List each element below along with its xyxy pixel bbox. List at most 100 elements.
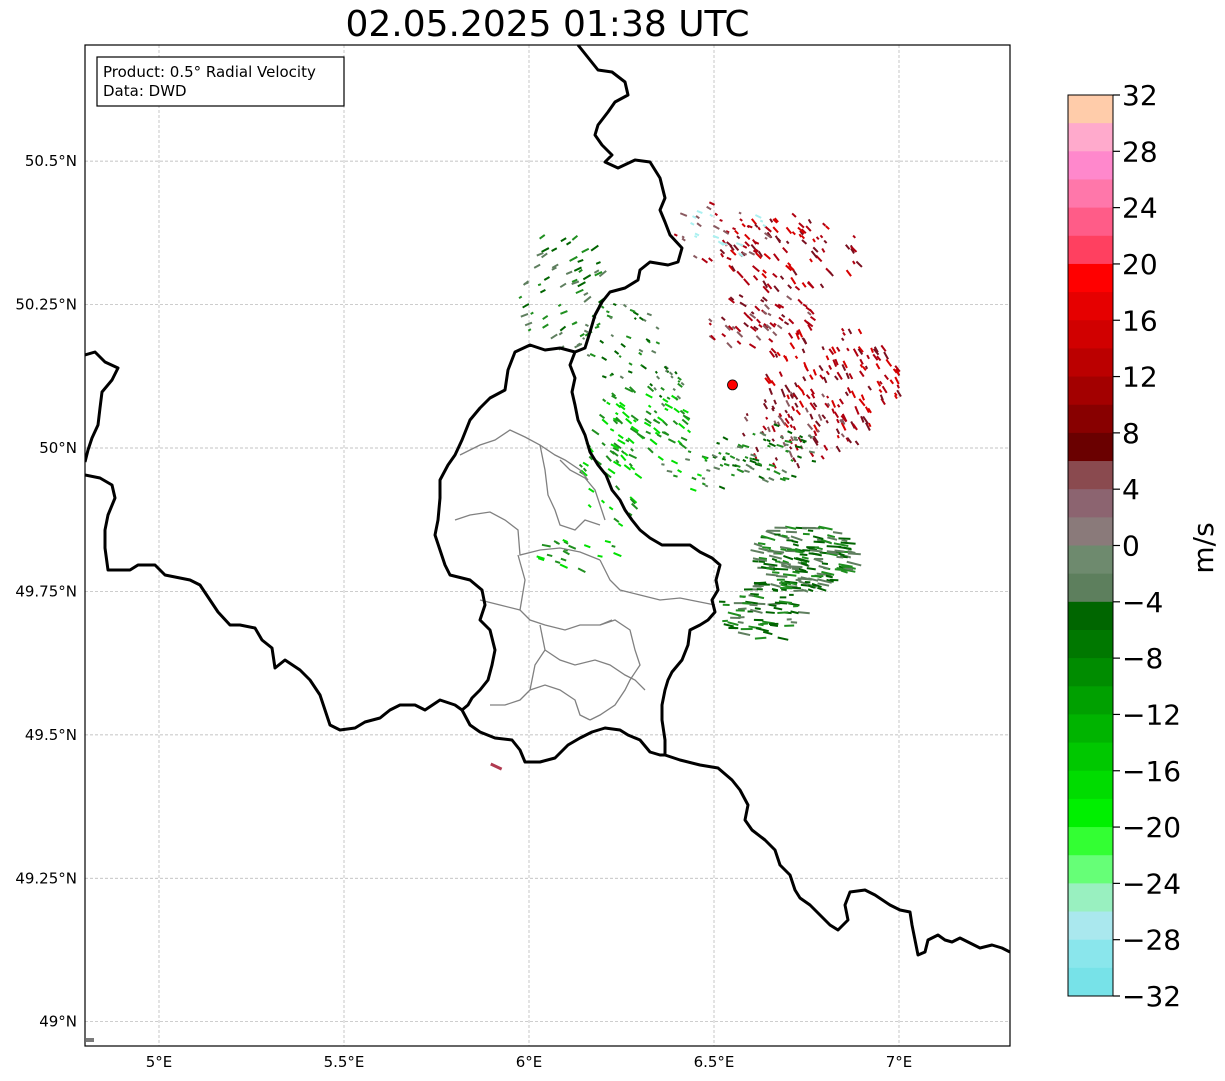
echo-pixel — [821, 393, 826, 398]
echo-pixel — [689, 487, 697, 492]
echo-pixel — [785, 530, 797, 534]
colorbar-tick-label: 20 — [1122, 248, 1158, 281]
echo-pixel — [835, 445, 841, 453]
echo-pixel — [602, 398, 607, 403]
echo-pixel — [797, 436, 803, 443]
echo-pixel — [718, 600, 726, 603]
echo-pixel — [778, 316, 784, 322]
lat-tick-label: 50.5°N — [25, 152, 77, 170]
echo-pixel — [767, 444, 771, 448]
echo-pixel — [761, 478, 769, 483]
echo-pixel — [801, 239, 808, 245]
echo-pixel — [786, 548, 800, 551]
echo-pixel — [790, 435, 795, 442]
echo-pixel — [786, 618, 792, 621]
echo-pixel — [754, 241, 760, 245]
echo-pixel — [800, 234, 806, 240]
echo-pixel — [582, 461, 589, 467]
echo-pixel — [782, 573, 797, 577]
border-belgium-netherlands — [85, 350, 120, 463]
echo-pixel — [696, 209, 703, 215]
echo-pixel — [867, 385, 872, 391]
echo-pixel — [813, 430, 818, 437]
echo-pixel — [832, 359, 838, 367]
echo-pixel — [768, 564, 776, 569]
echo-pixel — [784, 439, 793, 444]
echo-pixel — [798, 400, 805, 408]
echo-pixel — [714, 212, 719, 217]
echo-pixel — [810, 393, 816, 399]
echo-pixel — [788, 318, 795, 325]
echo-pixel — [583, 544, 591, 549]
echo-pixel — [790, 621, 798, 624]
echo-pixel — [844, 391, 849, 397]
echo-pixel — [597, 554, 603, 558]
echo-pixel — [622, 303, 628, 308]
echo-pixel — [754, 248, 759, 253]
echo-pixel — [789, 393, 794, 399]
colorbar-segment — [1068, 489, 1113, 518]
echo-pixel — [630, 448, 634, 452]
echo-pixel — [842, 360, 848, 369]
echo-pixel — [586, 353, 591, 358]
echo-pixel — [641, 365, 647, 370]
echo-pixel — [867, 407, 872, 414]
info-box-frame — [96, 56, 345, 107]
echo-pixel — [776, 351, 781, 357]
echo-pixel — [743, 588, 753, 591]
echo-pixel — [858, 370, 865, 378]
echo-pixel — [802, 526, 816, 529]
echo-pixel — [731, 325, 736, 330]
echo-pixel — [708, 318, 713, 323]
echo-pixel — [704, 484, 709, 488]
echo-pixel — [674, 371, 678, 375]
echo-pixel — [862, 365, 867, 371]
echo-pixel — [636, 432, 646, 440]
echo-pixel — [823, 239, 828, 244]
echo-pixel — [742, 458, 747, 463]
echo-pixel — [808, 450, 815, 454]
echo-pixel — [776, 574, 788, 578]
echo-pixel — [625, 335, 632, 340]
echo-pixel — [885, 358, 893, 367]
echo-pixel — [736, 235, 741, 240]
echo-pixel — [701, 482, 706, 486]
echo-pixel — [701, 477, 706, 480]
echo-pixel — [649, 438, 658, 446]
echo-pixel — [850, 390, 857, 399]
colorbar-segment — [1068, 376, 1113, 406]
echo-pixel — [762, 285, 770, 294]
echo-pixel — [894, 394, 898, 400]
echo-pixel — [827, 536, 838, 541]
echo-pixel — [768, 476, 775, 482]
echo-pixel — [617, 438, 626, 445]
echo-pixel — [613, 517, 620, 523]
echo-pixel — [762, 224, 767, 228]
echo-pixel — [730, 473, 735, 477]
echo-pixel — [778, 600, 793, 605]
echo-pixel — [759, 219, 764, 223]
echo-pixel — [772, 550, 785, 554]
echo-pixel — [831, 346, 837, 354]
echo-pixel — [817, 578, 832, 584]
colorbar-segment — [1068, 798, 1113, 828]
echo-pixel — [763, 562, 778, 567]
echo-pixel — [562, 539, 569, 543]
echo-pixel — [619, 375, 624, 380]
echo-pixel — [754, 214, 762, 219]
echo-pixel — [647, 385, 655, 393]
echo-pixel — [790, 535, 803, 542]
echo-pixel — [770, 583, 781, 588]
echo-pixel — [612, 446, 620, 452]
echo-pixel — [821, 346, 825, 351]
echo-pixel — [550, 333, 558, 340]
echo-pixel — [598, 413, 606, 419]
echo-pixel — [726, 256, 732, 261]
colorbar-segment — [1068, 320, 1113, 349]
echo-pixel — [750, 453, 757, 458]
echo-pixel — [836, 434, 840, 439]
echo-pixel — [694, 235, 698, 239]
echo-pixel — [584, 323, 589, 328]
canton-boundary — [454, 511, 601, 561]
echo-pixel — [612, 302, 617, 307]
